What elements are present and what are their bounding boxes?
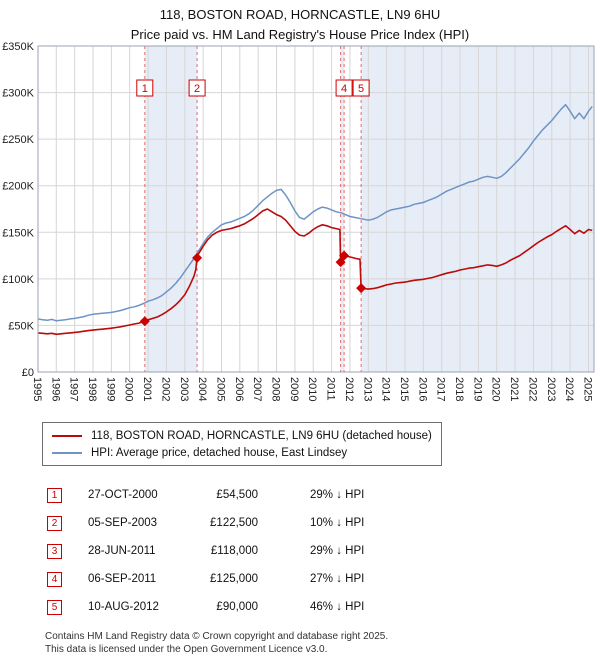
transaction-date: 27-OCT-2000 [88, 489, 158, 501]
transaction-price: £90,000 [216, 601, 258, 613]
x-axis-label: 2023 [545, 377, 557, 401]
y-axis-label: £100K [2, 274, 34, 286]
property-line-swatch [52, 434, 82, 437]
transaction-number-badge: 3 [47, 543, 62, 559]
transaction-row: 4 06-SEP-2011 £125,000 27% ↓ HPI [47, 565, 600, 593]
x-axis-label: 2004 [196, 377, 208, 401]
transaction-row: 5 10-AUG-2012 £90,000 46% ↓ HPI [47, 593, 600, 621]
page-title: 118, BOSTON ROAD, HORNCASTLE, LN9 6HU [159, 7, 441, 22]
transaction-date: 05-SEP-2003 [88, 517, 158, 529]
sale-number-box [136, 79, 154, 97]
x-axis-label: 2007 [251, 377, 263, 401]
x-axis-label: 2000 [123, 377, 135, 401]
sale-number-label: 1 [142, 83, 148, 95]
transaction-price: £125,000 [210, 573, 258, 585]
license-footer: Contains HM Land Registry data © Crown c… [45, 630, 600, 656]
y-axis-label: £150K [2, 227, 34, 239]
hpi-line [37, 103, 593, 322]
x-axis-label: 1996 [49, 377, 61, 401]
transaction-number-badge: 1 [47, 487, 62, 503]
x-axis-label: 2005 [215, 377, 227, 401]
legend-label-property: 118, BOSTON ROAD, HORNCASTLE, LN9 6HU (d… [91, 429, 432, 442]
x-axis-label: 2025 [582, 377, 594, 401]
x-axis-label: 2006 [233, 377, 245, 401]
x-axis-label: 2014 [380, 377, 392, 401]
x-axis-label: 2001 [141, 377, 153, 401]
sale-marker [192, 252, 203, 263]
x-axis-label: 2011 [325, 377, 337, 401]
sale-marker [356, 283, 367, 294]
y-axis-label: £50K [8, 320, 34, 332]
footer-line-1: Contains HM Land Registry data © Crown c… [45, 631, 389, 642]
property-line [37, 208, 593, 336]
y-axis-label: £300K [2, 88, 34, 100]
transaction-date: 06-SEP-2011 [88, 573, 157, 585]
x-axis-label: 2010 [306, 377, 318, 401]
x-axis-label: 2015 [398, 377, 410, 401]
x-axis-label: 1995 [31, 377, 43, 401]
sale-number-label: 2 [194, 83, 200, 95]
sale-number-label: 4 [341, 83, 347, 95]
x-axis-label: 2009 [288, 377, 300, 401]
transaction-price: £122,500 [210, 517, 258, 529]
plot-border [37, 45, 595, 373]
transaction-date: 10-AUG-2012 [88, 601, 159, 613]
y-axis-label: £200K [2, 181, 34, 193]
sale-marker [335, 257, 346, 268]
chart-header: 118, BOSTON ROAD, HORNCASTLE, LN9 6HU Pr… [0, 0, 600, 42]
transaction-number-badge: 4 [47, 571, 62, 587]
page-subtitle: Price paid vs. HM Land Registry's House … [130, 27, 470, 42]
x-axis-label: 2024 [563, 377, 575, 401]
x-axis-label: 2008 [270, 377, 282, 401]
x-axis-label: 2003 [178, 377, 190, 401]
transaction-hpi-diff: 29% ↓ HPI [310, 489, 365, 501]
transaction-number-badge: 2 [47, 515, 62, 531]
transaction-price: £118,000 [210, 545, 258, 557]
x-axis-label: 1997 [68, 377, 80, 401]
price-chart: £0 £50K £100K £150K £200K £250K £300K £350K 1995… [2, 42, 595, 401]
x-axis-label: 1999 [104, 377, 116, 401]
sale-number-box [188, 79, 206, 97]
transaction-row: 1 27-OCT-2000 £54,500 29% ↓ HPI [47, 481, 600, 509]
sale-marker [339, 250, 350, 261]
transaction-number-badge: 5 [47, 599, 62, 615]
legend-label-hpi: HPI: Average price, detached house, East… [91, 446, 348, 459]
hpi-line-swatch [52, 451, 82, 454]
transaction-hpi-diff: 29% ↓ HPI [310, 545, 365, 557]
sale-number-box [352, 79, 370, 97]
sale-number-label: 5 [358, 83, 364, 95]
transaction-date: 28-JUN-2011 [88, 545, 156, 557]
shaded-ownership-region [340, 46, 345, 372]
sale-marker [139, 316, 150, 327]
transaction-price: £54,500 [216, 489, 258, 501]
x-axis-label: 2016 [416, 377, 428, 401]
x-axis-label: 1998 [86, 377, 98, 401]
transaction-hpi-diff: 46% ↓ HPI [310, 601, 365, 613]
x-axis-label: 2018 [453, 377, 465, 401]
sale-number-box [335, 79, 353, 97]
x-axis-label: 2021 [508, 377, 520, 401]
x-axis-label: 2020 [490, 377, 502, 401]
x-axis-label: 2002 [159, 377, 171, 401]
legend-row-property: 118, BOSTON ROAD, HORNCASTLE, LN9 6HU (d… [52, 427, 432, 444]
x-axis-label: 2013 [361, 377, 373, 401]
y-axis-label: £250K [2, 134, 34, 146]
x-axis-label: 2017 [435, 377, 447, 401]
shaded-ownership-region [361, 46, 594, 372]
transaction-hpi-diff: 27% ↓ HPI [310, 573, 365, 585]
transaction-row: 2 05-SEP-2003 £122,500 10% ↓ HPI [47, 509, 600, 537]
y-axis-label: £350K [2, 42, 34, 53]
transaction-hpi-diff: 10% ↓ HPI [310, 517, 365, 529]
legend-row-hpi: HPI: Average price, detached house, East… [52, 444, 432, 461]
x-axis-label: 2019 [471, 377, 483, 401]
transaction-table: 1 27-OCT-2000 £54,500 29% ↓ HPI 2 05-SEP-2003… [47, 481, 600, 621]
transaction-row: 3 28-JUN-2011 £118,000 29% ↓ HPI [47, 537, 600, 565]
x-axis-label: 2012 [343, 377, 355, 401]
y-axis-label: £0 [22, 367, 34, 379]
x-axis-label: 2022 [526, 377, 538, 401]
chart-legend: 118, BOSTON ROAD, HORNCASTLE, LN9 6HU (d… [42, 422, 442, 466]
